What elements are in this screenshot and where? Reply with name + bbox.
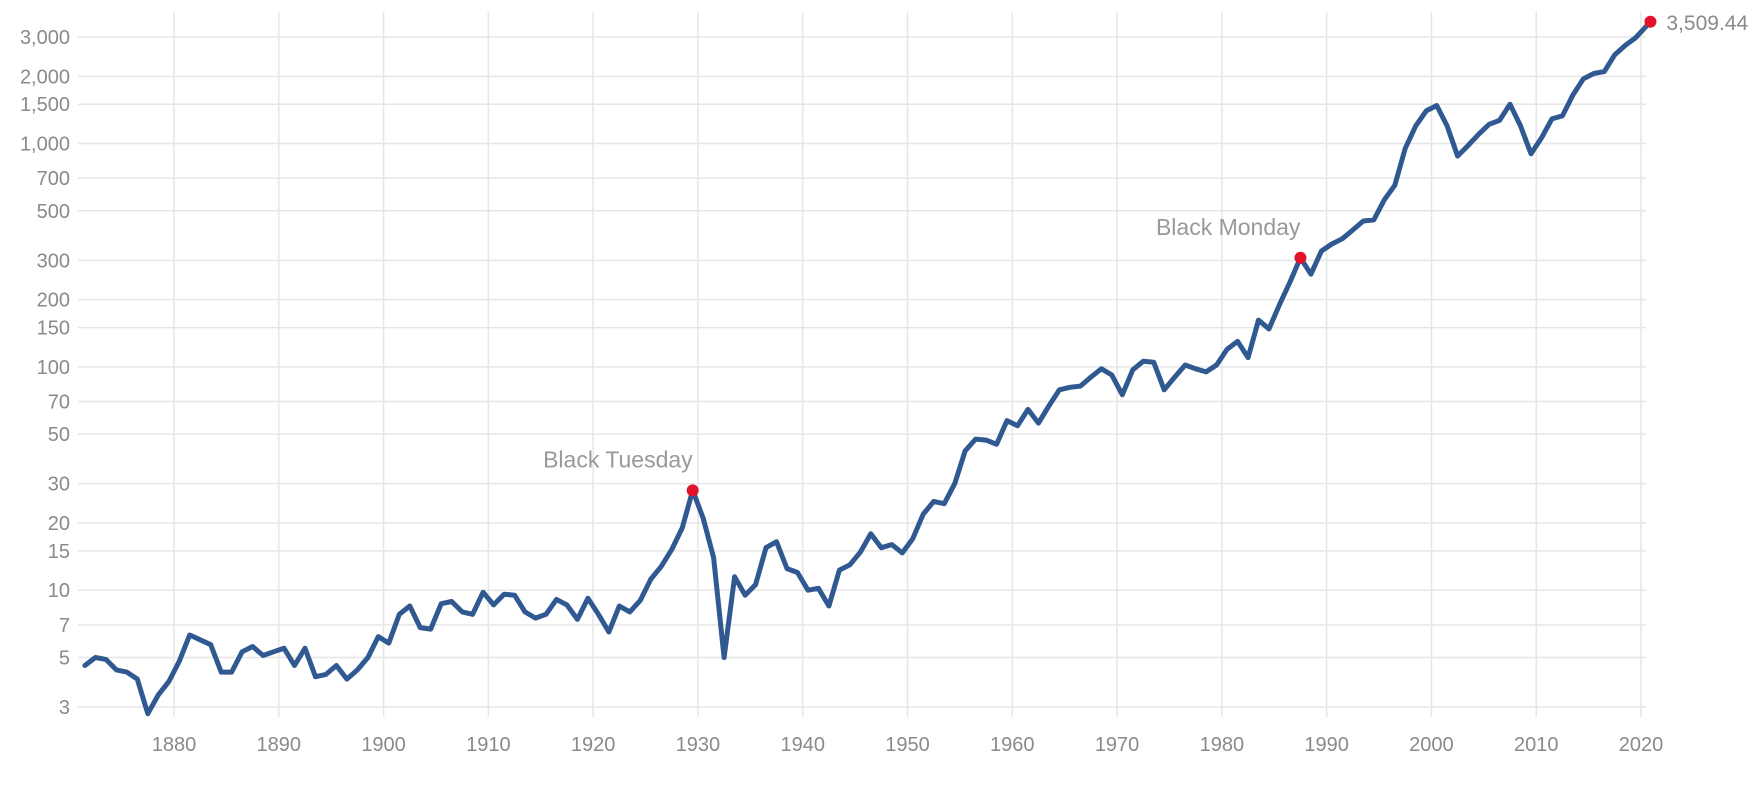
x-tick-label: 1930 [676, 734, 721, 756]
last-value-label: 3,509.44 [1666, 12, 1748, 35]
annotation-label: Black Monday [1156, 214, 1301, 240]
x-tick-label: 1910 [466, 734, 511, 756]
y-tick-label: 3,000 [20, 27, 70, 49]
y-tick-label: 7 [59, 615, 70, 637]
x-tick-label: 1990 [1304, 734, 1349, 756]
axis-ticks: 3 5 7 10 15 20 30 50 70 100 150 200 300 500 700 1,000 1,… [20, 27, 1663, 756]
x-tick-label: 1950 [885, 734, 930, 756]
x-tick-label: 1890 [257, 734, 302, 756]
y-tick-label: 500 [37, 201, 70, 223]
y-tick-label: 700 [37, 168, 70, 190]
y-tick-label: 70 [48, 391, 70, 413]
x-tick-label: 1940 [780, 734, 825, 756]
y-tick-label: 20 [48, 513, 70, 535]
y-tick-label: 30 [48, 474, 70, 496]
annotation-marker [686, 484, 699, 497]
y-tick-label: 300 [37, 250, 70, 272]
annotation-label: Black Tuesday [543, 446, 693, 472]
annotation-marker [1294, 251, 1307, 264]
y-tick-label: 200 [37, 290, 70, 312]
x-tick-label: 2000 [1409, 734, 1454, 756]
y-tick-label: 150 [37, 318, 70, 340]
y-tick-label: 1,500 [20, 94, 70, 116]
y-tick-label: 50 [48, 424, 70, 446]
index-series-line [82, 19, 1653, 717]
last-value-marker [1644, 15, 1657, 28]
x-tick-label: 1900 [361, 734, 406, 756]
y-tick-label: 5 [59, 647, 70, 669]
markers: Black Tuesday Black Monday 3,509.44 [543, 12, 1748, 497]
x-tick-label: 1960 [990, 734, 1035, 756]
x-tick-label: 1880 [152, 734, 197, 756]
y-tick-label: 100 [37, 357, 70, 379]
y-tick-label: 15 [48, 541, 70, 563]
series [82, 19, 1653, 717]
x-tick-label: 1920 [571, 734, 616, 756]
x-tick-label: 2020 [1619, 734, 1664, 756]
y-tick-label: 3 [59, 697, 70, 719]
x-tick-label: 1980 [1200, 734, 1245, 756]
y-tick-label: 2,000 [20, 66, 70, 88]
y-tick-label: 10 [48, 580, 70, 602]
x-tick-label: 1970 [1095, 734, 1140, 756]
x-tick-label: 2010 [1514, 734, 1559, 756]
y-tick-label: 1,000 [20, 134, 70, 156]
grid [78, 12, 1646, 717]
